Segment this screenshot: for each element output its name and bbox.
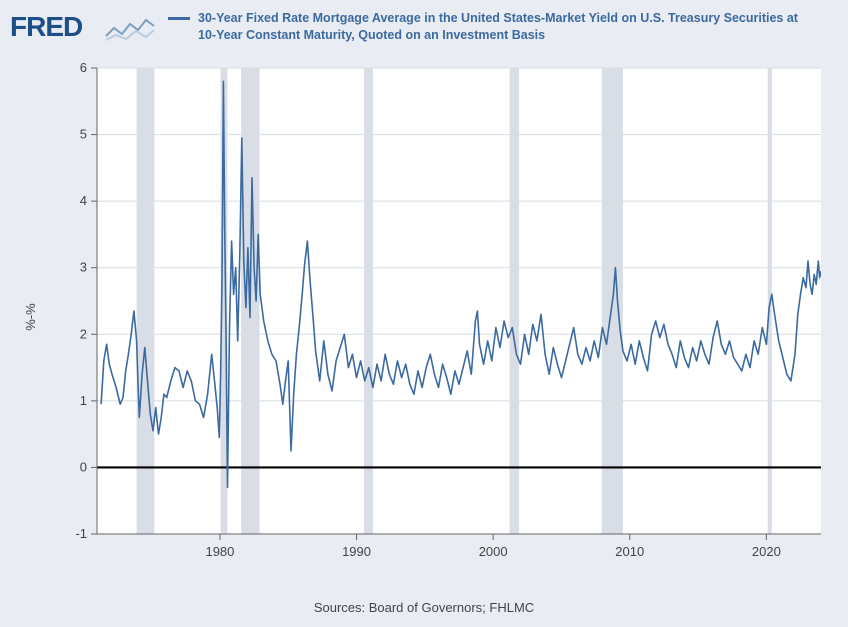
svg-text:3: 3 xyxy=(80,260,87,275)
fred-logo: FRED xyxy=(10,10,160,51)
svg-text:5: 5 xyxy=(80,127,87,142)
logo-spark-icon xyxy=(106,20,154,40)
legend-swatch xyxy=(168,17,190,20)
svg-text:1990: 1990 xyxy=(342,544,371,559)
svg-text:4: 4 xyxy=(80,193,87,208)
chart-svg: -1 0 1 2 3 4 5 6 1980 1990 2000 2010 2020 xyxy=(45,62,833,572)
svg-text:6: 6 xyxy=(80,62,87,75)
plot-area: %-% -1012345619801990200020102020 xyxy=(45,62,833,572)
logo-text-svg: FRED xyxy=(10,11,83,42)
svg-text:2010: 2010 xyxy=(615,544,644,559)
y-axis-label: %-% xyxy=(23,303,38,330)
legend: 30-Year Fixed Rate Mortgage Average in t… xyxy=(168,10,808,44)
svg-text:2000: 2000 xyxy=(479,544,508,559)
svg-text:-1: -1 xyxy=(75,526,87,541)
chart-frame: FRED 30-Year Fixed Rate Mortgage Average… xyxy=(10,8,838,619)
header: FRED 30-Year Fixed Rate Mortgage Average… xyxy=(10,8,838,56)
svg-text:2020: 2020 xyxy=(752,544,781,559)
legend-label: 30-Year Fixed Rate Mortgage Average in t… xyxy=(198,10,808,44)
sources-caption: Sources: Board of Governors; FHLMC xyxy=(10,600,838,615)
svg-text:0: 0 xyxy=(80,459,87,474)
svg-text:1980: 1980 xyxy=(205,544,234,559)
svg-text:2: 2 xyxy=(80,326,87,341)
svg-text:1: 1 xyxy=(80,393,87,408)
